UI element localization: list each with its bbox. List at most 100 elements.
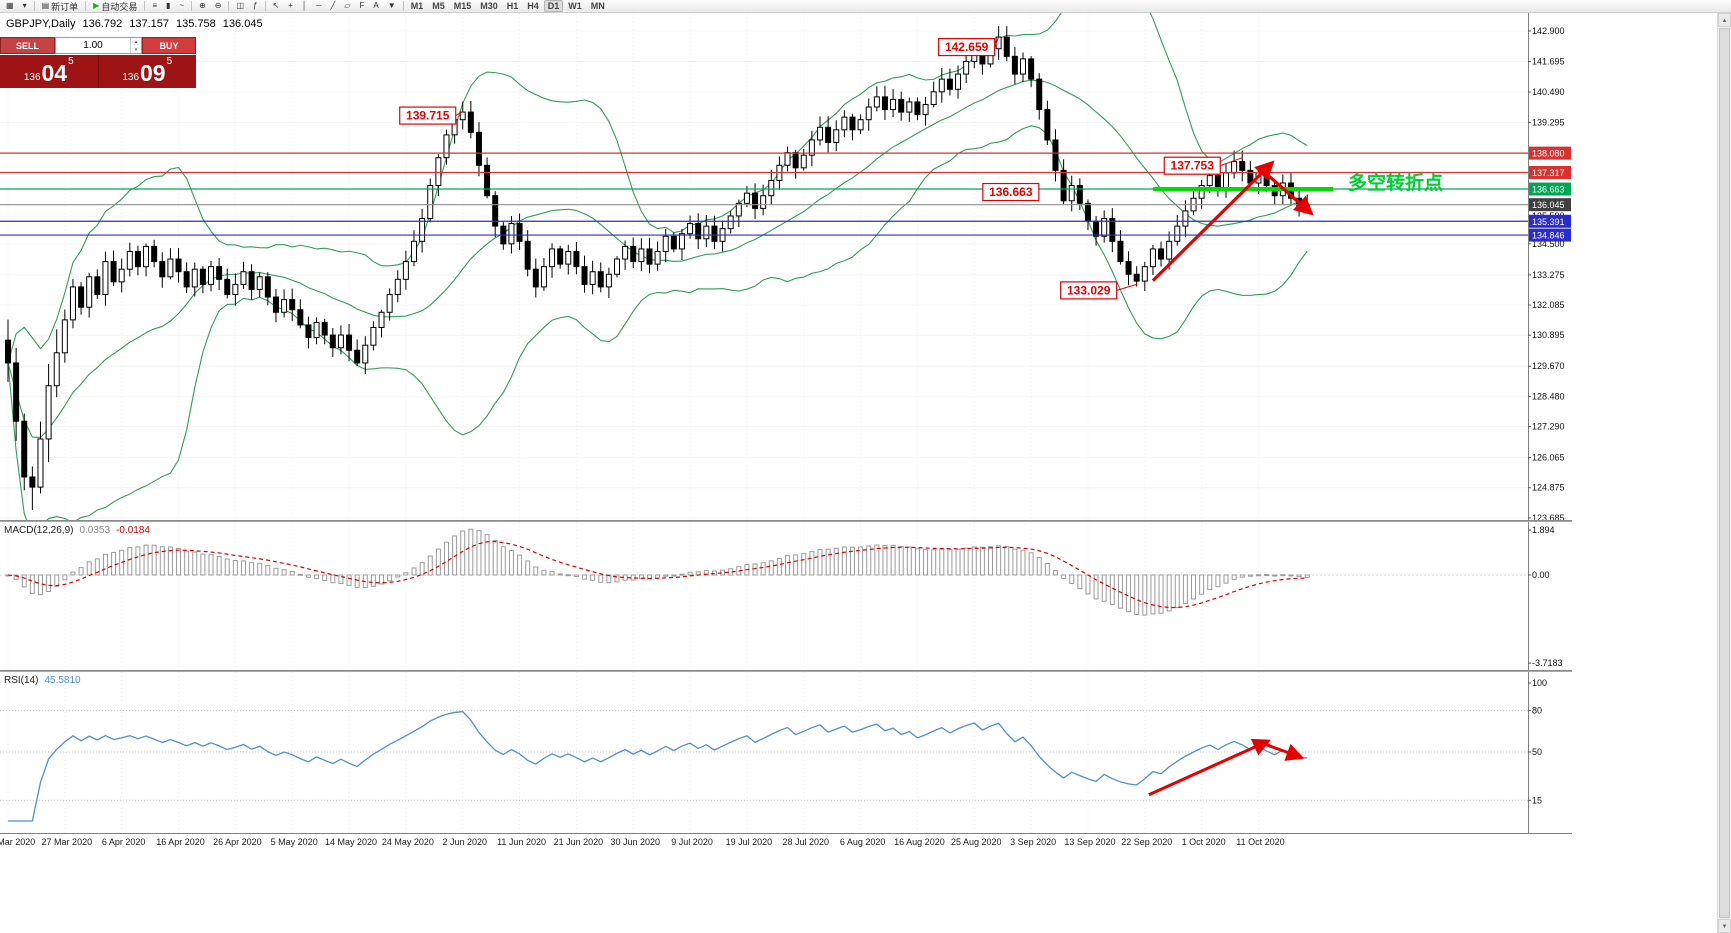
price-callout[interactable] — [1163, 156, 1221, 175]
price-callout[interactable] — [938, 37, 996, 57]
timeframe-mn-button[interactable]: MN — [590, 1, 605, 11]
time-label: 6 Aug 2020 — [839, 837, 886, 847]
fibonacci-icon: F — [359, 1, 365, 10]
line-chart-button[interactable]: ~ — [175, 0, 188, 12]
toolbar-separator — [33, 1, 35, 11]
pivot-annotation-text[interactable]: 多空转折点 — [1348, 171, 1443, 194]
rsi-axis[interactable]: 100 80 50 15 — [1528, 672, 1547, 833]
grid-lines — [0, 13, 1528, 520]
time-label: 25 Aug 2020 — [950, 837, 1002, 847]
price-callout-text: 136.663 — [989, 185, 1033, 199]
price-callout-text: 142.659 — [945, 40, 989, 54]
toolbar-separator — [264, 1, 266, 11]
price-callout[interactable] — [982, 182, 1040, 202]
time-axis[interactable]: 18 Mar 2020 27 Mar 2020 6 Apr 2020 16 Apr 2… — [0, 833, 1572, 850]
trend-arrow[interactable] — [1148, 738, 1271, 797]
svg-text:140.490: 140.490 — [1532, 87, 1565, 97]
new-order-button-label: 新订单 — [51, 1, 79, 12]
svg-text:80: 80 — [1532, 706, 1542, 716]
rsi-panel[interactable]: 100 80 50 15 — [0, 672, 1572, 833]
price-line-label — [1529, 228, 1571, 242]
horizontal-line-tool[interactable]: ─ — [312, 0, 326, 12]
vertical-scrollbar[interactable]: ▲ ▼ — [1717, 13, 1731, 933]
channel-tool[interactable]: ▱ — [340, 0, 354, 12]
macd-axis[interactable]: 1.894 0.00 -3.7183 — [1528, 522, 1563, 670]
crosshair-icon: + — [288, 1, 293, 10]
timeframe-m30-button[interactable]: M30 — [480, 1, 498, 11]
time-label: 6 Apr 2020 — [101, 837, 146, 847]
volume-up-button[interactable]: ▴ — [134, 39, 138, 45]
chart-window[interactable]: 142.659 139.715 137.753 136.663 133.029 多空转折点… — [0, 13, 1572, 850]
svg-text:129.670: 129.670 — [1532, 361, 1565, 371]
price-callout[interactable] — [399, 106, 457, 125]
sell-price-display[interactable]: 136 04 5 — [0, 55, 99, 88]
tile-windows-button[interactable]: ◫ — [232, 0, 248, 12]
price-chart-panel[interactable]: 142.659 139.715 137.753 136.663 133.029 多空转折点… — [0, 13, 1572, 520]
timeframe-d1-button[interactable]: D1 — [543, 0, 564, 12]
new-order-button[interactable]: ▤ 新订单 — [38, 0, 83, 12]
volume-input[interactable] — [56, 38, 130, 53]
scroll-down-button[interactable]: ▼ — [1718, 919, 1731, 933]
trendline-tool[interactable]: ╱ — [327, 0, 340, 12]
macd-panel[interactable]: 1.894 0.00 -3.7183 — [0, 522, 1572, 670]
horizontal-line-icon: ─ — [315, 1, 322, 10]
vertical-line-tool[interactable]: │ — [298, 0, 311, 12]
buy-button[interactable]: BUY — [142, 37, 196, 54]
timeframe-w1-button[interactable]: W1 — [568, 1, 582, 11]
price-line-label — [1529, 198, 1571, 212]
macd-name: MACD(12,26,9) — [4, 525, 74, 536]
svg-text:137.317: 137.317 — [1532, 168, 1565, 178]
buy-price-display[interactable]: 136 09 5 — [99, 55, 197, 88]
trend-arrow[interactable] — [1261, 741, 1305, 761]
svg-text:136.045: 136.045 — [1532, 200, 1565, 210]
zoom-out-button[interactable]: ⊖ — [211, 0, 226, 12]
candlestick-chart-button[interactable]: ▮ — [162, 0, 174, 12]
sell-button[interactable]: SELL — [0, 37, 55, 54]
svg-text:128.480: 128.480 — [1532, 391, 1565, 401]
arrows-tool[interactable]: ▼ — [384, 0, 400, 12]
play-icon: ▶ — [93, 1, 100, 10]
chart-list-dropdown[interactable]: ▾ — [19, 0, 31, 12]
scrollbar-thumb[interactable] — [1719, 28, 1730, 918]
cursor-button[interactable]: ↖ — [269, 0, 284, 12]
text-tool[interactable]: A — [369, 0, 382, 12]
price-callout-text: 139.715 — [406, 109, 450, 123]
volume-field-wrap: ▴ ▾ — [55, 37, 142, 54]
trend-arrow[interactable] — [1151, 160, 1275, 282]
indicators-button[interactable]: ƒ — [249, 0, 261, 12]
crosshair-button[interactable]: + — [284, 0, 297, 12]
chart-ohlc-header: GBPJPY,Daily 136.792 137.157 135.758 136… — [6, 18, 263, 30]
zoom-in-button[interactable]: ⊕ — [195, 0, 210, 12]
price-callout-text: 137.753 — [1171, 159, 1215, 173]
time-label: 9 Jul 2020 — [671, 837, 713, 847]
macd-indicator-label: MACD(12,26,9) 0.0353 -0.0184 — [4, 525, 150, 536]
fibonacci-tool[interactable]: F — [356, 0, 369, 12]
scroll-up-button[interactable]: ▲ — [1718, 13, 1731, 27]
indicators-icon: ƒ — [253, 1, 258, 10]
bar-chart-icon: ≡ — [152, 1, 157, 10]
toolbar-separator — [402, 1, 404, 11]
time-label: 16 Aug 2020 — [894, 837, 945, 847]
timeframe-m5-button[interactable]: M5 — [432, 1, 445, 11]
volume-down-button[interactable]: ▾ — [134, 47, 138, 53]
timeframe-m1-button[interactable]: M1 — [410, 1, 424, 11]
trend-arrow[interactable] — [1261, 169, 1314, 216]
toolbar-separator — [85, 1, 87, 11]
price-line-label — [1529, 182, 1571, 196]
price-callout[interactable] — [1060, 281, 1118, 300]
panel-separator[interactable] — [0, 670, 1572, 672]
timeframe-h4-button[interactable]: H4 — [527, 1, 539, 11]
timeframe-h1-button[interactable]: H1 — [506, 1, 519, 11]
rsi-name: RSI(14) — [4, 675, 39, 686]
panel-separator[interactable] — [0, 520, 1572, 522]
toolbar-separator — [191, 1, 193, 11]
time-label: 16 Apr 2020 — [156, 837, 205, 847]
new-chart-button[interactable]: ▦ — [2, 0, 18, 12]
bar-chart-button[interactable]: ≡ — [148, 0, 161, 12]
autotrade-button[interactable]: ▶ 自动交易 — [89, 0, 141, 12]
time-label: 27 Mar 2020 — [41, 837, 93, 847]
timeframe-m15-button[interactable]: M15 — [453, 1, 472, 11]
time-label: 22 Sep 2020 — [1121, 837, 1173, 847]
price-axis[interactable]: 142.900141.695140.490139.295135.590134.5… — [1528, 13, 1571, 520]
svg-text:1.894: 1.894 — [1532, 525, 1555, 535]
